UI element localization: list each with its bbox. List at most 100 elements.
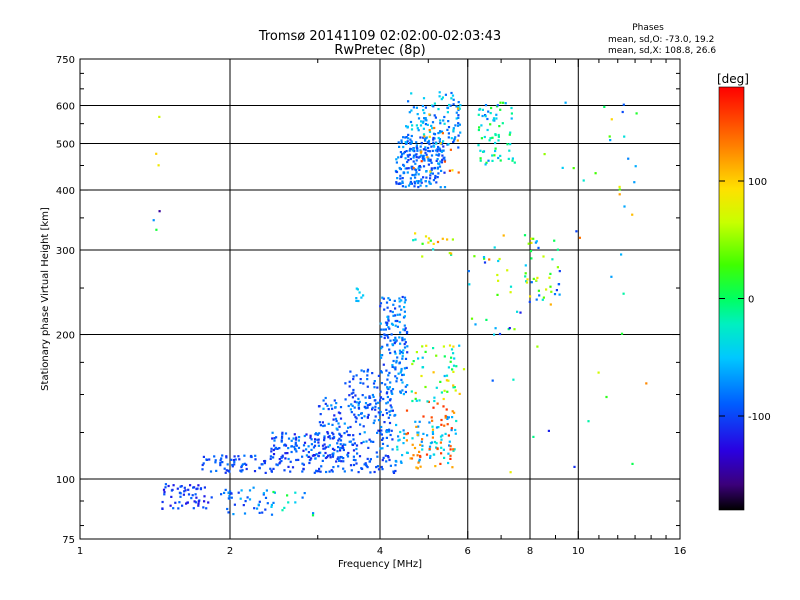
data-point [297, 446, 301, 449]
data-point [339, 412, 342, 415]
data-point [223, 467, 226, 470]
data-point [429, 170, 432, 173]
data-point [422, 136, 425, 139]
data-point [307, 451, 310, 454]
data-point [187, 488, 190, 491]
data-point [331, 455, 334, 458]
stats-o-mode: mean, sd,O: -73.0, 19.2 [608, 35, 714, 45]
data-point [509, 291, 512, 294]
data-point [364, 396, 367, 399]
data-point [529, 295, 532, 298]
data-point [351, 443, 355, 446]
data-point [305, 448, 308, 451]
data-point [413, 185, 416, 188]
data-point [270, 469, 273, 472]
data-point [527, 242, 530, 245]
data-point [456, 139, 459, 142]
data-point [427, 163, 430, 166]
data-point [281, 454, 284, 457]
data-point [369, 403, 372, 406]
data-point [573, 465, 576, 468]
data-point [332, 418, 335, 421]
data-point [435, 446, 438, 449]
data-point [338, 433, 342, 436]
data-point [201, 463, 204, 467]
data-point [343, 422, 346, 425]
data-point [229, 490, 232, 493]
data-point [401, 373, 404, 377]
data-point [444, 432, 447, 435]
data-point [398, 352, 402, 355]
data-point [341, 445, 344, 448]
data-point [392, 303, 395, 306]
data-point [389, 310, 392, 313]
data-point [561, 166, 564, 169]
data-point [443, 456, 446, 459]
data-point [239, 497, 242, 500]
data-point [408, 149, 411, 152]
data-point [529, 250, 533, 253]
data-point [458, 392, 461, 395]
data-point [412, 239, 415, 242]
data-point [338, 437, 341, 440]
data-point [440, 150, 443, 153]
data-point [305, 433, 308, 436]
data-point [182, 493, 185, 496]
y-axis: 75 100 200 300 400 500 600 750 [56, 55, 680, 546]
data-point [436, 150, 439, 153]
chart-subtitle: RwPretec (8p) [334, 43, 425, 58]
data-point [318, 451, 321, 455]
data-point [317, 470, 320, 473]
data-point [398, 297, 401, 300]
data-point [419, 151, 422, 154]
data-point [391, 343, 394, 346]
data-point [454, 389, 457, 392]
data-point [379, 432, 382, 435]
data-point [453, 139, 456, 142]
data-point [360, 369, 363, 372]
data-point [400, 350, 403, 354]
data-point [301, 496, 304, 499]
data-point [436, 402, 439, 405]
data-point [347, 426, 350, 429]
data-point [479, 159, 482, 162]
data-point [303, 434, 306, 438]
data-point [385, 301, 389, 304]
data-point [272, 448, 275, 452]
data-point [303, 492, 306, 495]
data-point [386, 395, 389, 399]
data-point [417, 167, 420, 170]
data-point [396, 448, 399, 451]
data-point [422, 415, 425, 418]
data-point [622, 292, 625, 295]
data-point [415, 124, 418, 127]
data-point [409, 457, 412, 460]
data-point [416, 127, 419, 130]
data-point [427, 149, 430, 153]
data-point [421, 158, 425, 161]
data-point [347, 451, 350, 455]
data-point [446, 106, 450, 110]
data-point [453, 137, 456, 140]
data-point [414, 162, 417, 165]
data-point [451, 416, 454, 419]
data-point [489, 123, 492, 126]
data-point [355, 462, 358, 465]
data-point [421, 438, 424, 441]
data-point [417, 431, 420, 434]
data-point [241, 469, 244, 472]
data-point [361, 467, 364, 470]
data-point [353, 400, 356, 403]
data-point [454, 136, 457, 139]
data-point [374, 415, 377, 418]
data-point [406, 330, 409, 334]
data-point [270, 513, 274, 516]
data-point [225, 455, 228, 458]
data-point [575, 230, 578, 233]
data-point [258, 500, 261, 503]
data-point [322, 447, 325, 450]
data-point [337, 446, 340, 449]
data-point [362, 294, 365, 297]
data-point [227, 497, 230, 500]
data-point [382, 397, 385, 401]
